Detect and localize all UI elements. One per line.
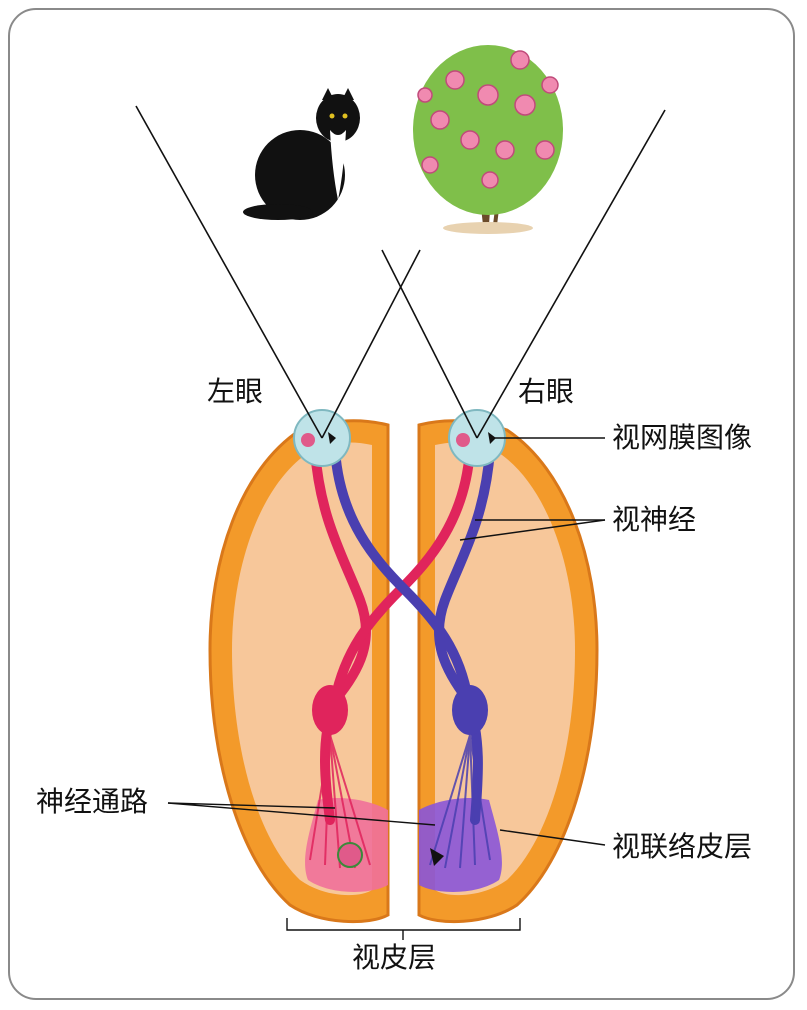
- cat-illustration: [243, 88, 360, 220]
- right-eye-label: 右眼: [518, 375, 575, 408]
- visual-cortex-label: 视皮层: [352, 941, 437, 974]
- left-eye-pathway-blue: [330, 445, 473, 705]
- rose-bush-illustration: [413, 45, 563, 234]
- left-eye-label: 左眼: [207, 375, 264, 408]
- optic-nerve-label: 视神经: [612, 503, 697, 536]
- right-hemisphere-inner: [435, 442, 575, 896]
- right-thalamus-node: [452, 685, 488, 735]
- visual-association-cortex-label: 视联络皮层: [612, 830, 753, 863]
- neural-pathway-label: 神经通路: [36, 785, 149, 818]
- left-retina-cat-icon: [328, 432, 336, 444]
- diagram-frame: [8, 8, 795, 1000]
- left-cortex-rose-icon: [337, 842, 363, 868]
- right-optic-radiation: [429, 734, 491, 869]
- retina-image-label: 视网膜图像: [612, 421, 753, 454]
- label-leader-lines: [167, 437, 606, 940]
- left-thalamus-node: [312, 685, 348, 735]
- right-visual-cortex-region: [419, 798, 502, 892]
- right-eye-pathway-blue: [433, 445, 495, 825]
- right-retina-image-icon: [456, 433, 470, 447]
- visual-field-lines: [135, 105, 666, 439]
- right-retina-cat-icon: [488, 432, 496, 444]
- right-cortex-cat-icon: [430, 848, 444, 866]
- left-retina-image-icon: [301, 433, 315, 447]
